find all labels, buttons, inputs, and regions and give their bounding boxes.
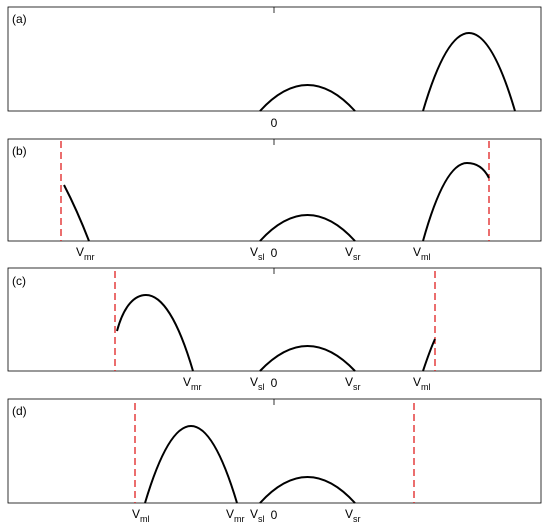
panel-b: (b) Vmr Vsl 0 Vsr Vml: [7, 138, 542, 262]
panel-a: (a) 0: [7, 6, 542, 130]
curve: [116, 293, 194, 372]
axis-label: Vsl: [250, 507, 265, 524]
frame: [7, 267, 542, 372]
frame: [7, 398, 542, 504]
axis-label: Vsl: [250, 375, 265, 392]
panel-label: (c): [12, 274, 26, 288]
curve: [259, 476, 356, 504]
panel-label: (d): [12, 404, 27, 418]
curve: [63, 184, 90, 242]
curve: [422, 338, 436, 372]
curve: [422, 161, 490, 242]
axis-label: Vmr: [76, 245, 95, 262]
axis-label: 0: [271, 376, 278, 390]
frame: [7, 138, 542, 242]
axis-label: 0: [271, 246, 278, 260]
curve: [259, 214, 356, 242]
axis-label: Vml: [413, 245, 431, 262]
axis-label: Vsr: [345, 245, 361, 262]
axis-label: 0: [271, 508, 278, 522]
panel-label: (b): [12, 144, 27, 158]
curve: [259, 345, 356, 372]
axis-label: 0: [271, 116, 278, 130]
axis-label: Vml: [413, 375, 431, 392]
axis-label: Vsr: [345, 375, 361, 392]
axis-label: Vsl: [250, 245, 265, 262]
curve: [259, 84, 356, 112]
frame: [7, 6, 542, 112]
axis-label: Vml: [132, 507, 150, 524]
axis-label: Vmr: [226, 507, 245, 524]
axis-label: Vmr: [183, 375, 202, 392]
curve: [144, 425, 238, 504]
panel-c: (c) Vmr Vsl 0 Vsr Vml: [7, 267, 542, 392]
panel-d: (d) Vml Vmr Vsl 0 Vsr: [7, 398, 542, 524]
axis-label: Vsr: [345, 507, 361, 524]
curve: [422, 32, 516, 112]
panel-label: (a): [12, 12, 27, 26]
